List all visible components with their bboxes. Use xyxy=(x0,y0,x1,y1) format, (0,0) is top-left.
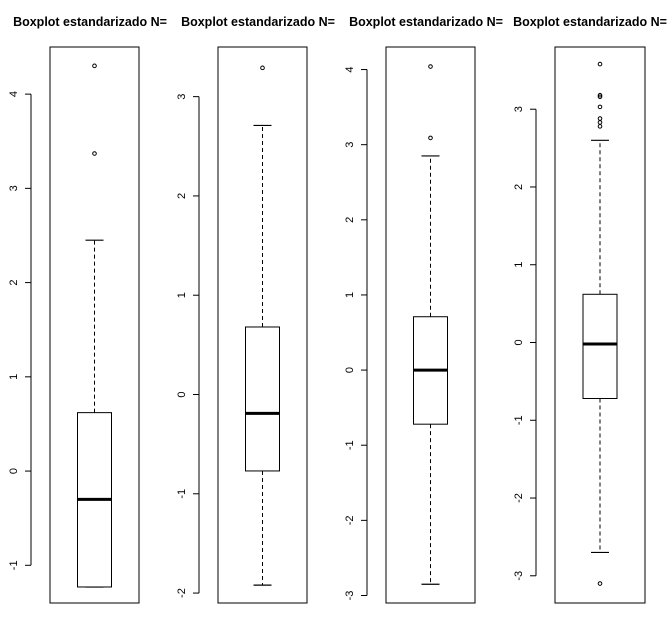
outlier-point xyxy=(597,61,603,67)
y-tick-label: -2 xyxy=(513,493,525,503)
y-tick-label: 4 xyxy=(344,66,356,72)
boxplot-panel-4: Boxplot estandarizado N= -3 -2 -1 0 1 2 3 xyxy=(513,15,667,604)
y-tick-label: -3 xyxy=(344,591,356,601)
outlier-point xyxy=(92,63,97,69)
y-tick-label: 1 xyxy=(8,374,20,380)
outlier-point xyxy=(597,124,603,129)
panel-title: Boxplot estandarizado N= xyxy=(181,15,335,29)
outlier-point xyxy=(597,120,603,125)
outlier-point xyxy=(428,135,433,141)
iqr-box xyxy=(245,326,280,472)
y-tick-label: 0 xyxy=(513,339,525,345)
plot-frame xyxy=(217,46,308,604)
y-tick-label: 3 xyxy=(176,94,188,100)
outlier-point xyxy=(597,92,603,98)
plot-frame xyxy=(554,46,646,604)
panel-title: Boxplot estandarizado N= xyxy=(513,15,667,29)
outlier-point xyxy=(597,104,603,110)
y-tick-label: 0 xyxy=(344,367,356,373)
outlier-point xyxy=(260,65,265,71)
boxplot-panel-2: Boxplot estandarizado N= -2 -1 0 1 2 3 xyxy=(176,15,335,604)
y-tick-label: 3 xyxy=(513,106,525,112)
iqr-box xyxy=(582,293,618,399)
y-tick-label: 1 xyxy=(176,292,188,298)
outlier-point xyxy=(597,581,603,586)
outlier-point xyxy=(597,94,603,100)
panel-title: Boxplot estandarizado N= xyxy=(349,15,503,29)
y-tick-label: -1 xyxy=(8,560,20,570)
y-tick-label: 2 xyxy=(344,217,356,223)
y-tick-label: -1 xyxy=(513,415,525,425)
outlier-point xyxy=(92,151,97,156)
y-tick-label: 1 xyxy=(513,262,525,268)
y-tick-label: 2 xyxy=(513,184,525,190)
y-tick-label: 1 xyxy=(344,292,356,298)
plot-frame xyxy=(385,46,476,604)
y-tick-label: -3 xyxy=(513,571,525,581)
boxplot-panel-3: Boxplot estandarizado N= -3 -2 -1 0 1 2 3 4 xyxy=(344,15,503,604)
y-tick-label: 0 xyxy=(8,468,20,474)
plot-frame xyxy=(49,46,140,604)
y-tick-label: -2 xyxy=(176,588,188,598)
y-tick-label: 3 xyxy=(8,185,20,191)
y-tick-label: -1 xyxy=(344,440,356,450)
y-tick-label: 2 xyxy=(8,280,20,286)
y-tick-label: -1 xyxy=(176,489,188,499)
y-tick-label: 0 xyxy=(176,391,188,397)
y-tick-label: 4 xyxy=(8,91,20,97)
outlier-point xyxy=(428,64,433,69)
outlier-point xyxy=(597,116,603,121)
boxplot-panel-1: Boxplot estandarizado N= -1 0 1 2 3 4 xyxy=(8,15,167,604)
panel-title: Boxplot estandarizado N= xyxy=(13,15,167,29)
y-tick-label: 3 xyxy=(344,142,356,148)
y-tick-label: -2 xyxy=(344,515,356,525)
y-tick-label: 2 xyxy=(176,193,188,199)
